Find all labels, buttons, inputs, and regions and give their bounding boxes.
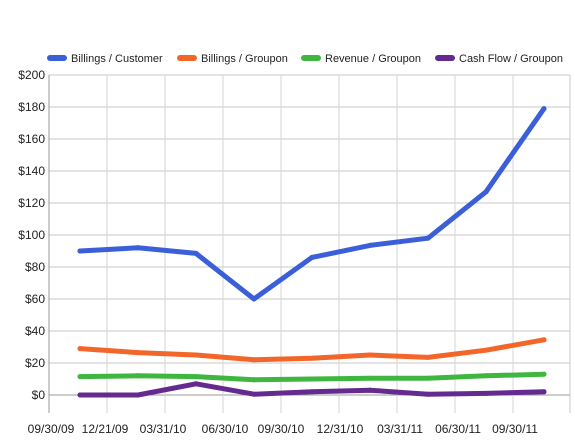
- series-3-point: [77, 392, 83, 398]
- x-tick-label: 12/31/10: [317, 422, 364, 436]
- x-tick-label: 09/30/10: [258, 422, 305, 436]
- series-0-point: [483, 189, 489, 195]
- x-tick-label: 09/30/09: [28, 422, 75, 436]
- legend: Billings / Customer Billings / Groupon Rev…: [47, 53, 563, 65]
- series-1-point: [77, 346, 83, 352]
- series-1-point: [193, 352, 199, 358]
- y-tick-label: $140: [18, 164, 45, 178]
- gridlines: [48, 74, 571, 413]
- series-0-point: [309, 254, 315, 260]
- y-tick-label: $180: [18, 100, 45, 114]
- series-0-point: [425, 235, 431, 241]
- series-0-point: [251, 296, 257, 302]
- series-2-point: [251, 377, 257, 383]
- series-line-0: [77, 106, 547, 302]
- series-1-point: [425, 354, 431, 360]
- y-tick-label: $20: [25, 356, 45, 370]
- y-tick-label: $60: [25, 292, 45, 306]
- series-lines: [77, 106, 547, 398]
- series-1-point: [251, 357, 257, 363]
- x-tick-label: 09/30/11: [492, 422, 538, 436]
- series-3-point: [367, 387, 373, 393]
- series-3-point: [483, 390, 489, 396]
- series-2-point: [425, 375, 431, 381]
- legend-item: Billings / Groupon: [177, 53, 288, 65]
- series-0-point: [367, 242, 373, 248]
- series-0-point: [135, 245, 141, 251]
- legend-label: Cash Flow / Groupon: [459, 53, 563, 65]
- series-3-point: [135, 392, 141, 398]
- legend-item: Billings / Customer: [47, 53, 163, 65]
- y-tick-label: $0: [32, 388, 46, 402]
- series-1-point: [309, 355, 315, 361]
- series-2-point: [367, 375, 373, 381]
- series-1-point: [135, 350, 141, 356]
- legend-item: Revenue / Groupon: [301, 53, 421, 65]
- x-tick-label: 06/30/11: [435, 422, 481, 436]
- x-tick-label: 03/31/10: [140, 422, 187, 436]
- y-tick-label: $160: [18, 132, 45, 146]
- legend-label: Billings / Groupon: [201, 53, 288, 65]
- series-1-point: [367, 352, 373, 358]
- series-3-point: [193, 381, 199, 387]
- series-3-point: [541, 389, 547, 395]
- series-2-point: [135, 373, 141, 379]
- y-axis: $0 $20 $40 $60 $80 $100 $120 $140 $160 $180 $200: [18, 68, 45, 402]
- x-tick-label: 12/21/09: [82, 422, 129, 436]
- y-tick-label: $80: [25, 260, 45, 274]
- series-1-point: [541, 337, 547, 343]
- series-3-point: [425, 391, 431, 397]
- series-3-point: [251, 391, 257, 397]
- y-tick-label: $100: [18, 228, 45, 242]
- legend-label: Revenue / Groupon: [325, 53, 421, 65]
- series-0-point: [77, 248, 83, 254]
- x-tick-label: 06/30/10: [202, 422, 249, 436]
- series-2-point: [193, 374, 199, 380]
- y-tick-label: $40: [25, 324, 45, 338]
- series-1-point: [483, 347, 489, 353]
- series-2-point: [309, 376, 315, 382]
- series-0-point: [193, 250, 199, 256]
- legend-label: Billings / Customer: [71, 53, 163, 65]
- x-tick-label: 03/31/11: [377, 422, 423, 436]
- series-0-point: [541, 106, 547, 112]
- y-tick-label: $120: [18, 196, 45, 210]
- legend-item: Cash Flow / Groupon: [435, 53, 563, 65]
- series-3-point: [309, 389, 315, 395]
- series-2-point: [541, 371, 547, 377]
- y-tick-label: $200: [18, 68, 45, 82]
- series-2-point: [77, 374, 83, 380]
- x-axis: 09/30/09 12/21/09 03/31/10 06/30/10 09/30/10…: [28, 422, 539, 436]
- series-2-point: [483, 373, 489, 379]
